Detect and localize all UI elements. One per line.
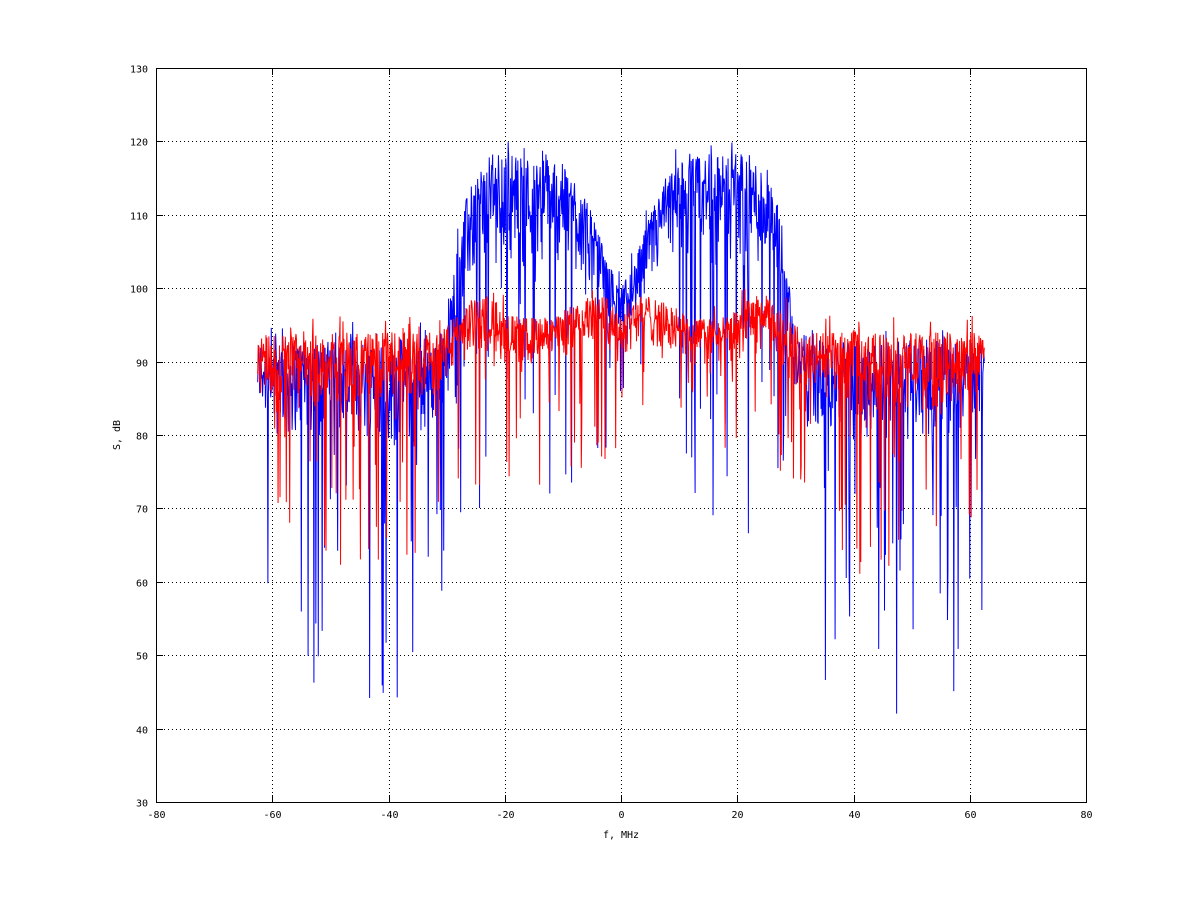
x-tick-label: -40: [380, 810, 398, 821]
y-tick-label: 40: [136, 726, 148, 737]
x-tick-label: -60: [263, 810, 281, 821]
ticks: -80 -60 -40 -20 0 20 40 60 80 30 40 50 60 70 80 90 100 11…: [130, 65, 1093, 822]
y-tick-label: 110: [130, 212, 148, 223]
series-red-line: [257, 288, 985, 574]
x-axis-label: f, MHz: [603, 830, 639, 841]
y-tick-label: 90: [136, 359, 148, 370]
y-tick-label: 50: [136, 652, 148, 663]
x-tick-label: 60: [964, 810, 976, 821]
y-tick-label: 60: [136, 579, 148, 590]
x-tick-label: -20: [496, 810, 514, 821]
x-tick-label: 80: [1080, 810, 1092, 821]
y-tick-label: 100: [130, 285, 148, 296]
y-tick-label: 80: [136, 432, 148, 443]
x-tick-label: 20: [731, 810, 743, 821]
x-tick-label: 40: [848, 810, 860, 821]
y-tick-label: 30: [136, 799, 148, 810]
y-tick-label: 120: [130, 138, 148, 149]
x-tick-label: -80: [147, 810, 165, 821]
y-tick-label: 70: [136, 505, 148, 516]
series-group: [257, 142, 985, 714]
y-tick-label: 130: [130, 65, 148, 76]
x-tick-label: 0: [618, 810, 624, 821]
y-axis-label: S, dB: [112, 420, 123, 450]
